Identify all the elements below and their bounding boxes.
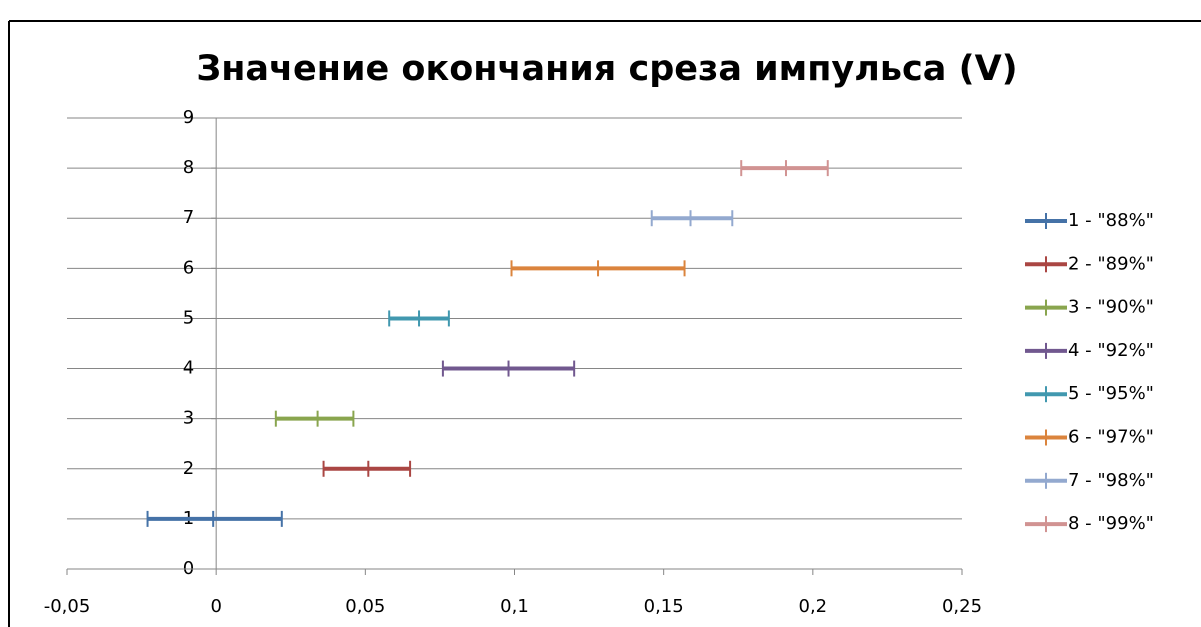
legend-label: 5 - "95%": [1068, 383, 1154, 404]
x-tick-label: 0,2: [799, 596, 828, 617]
chart-title: Значение окончания среза импульса (V): [196, 49, 1017, 89]
y-tick-label: 9: [183, 107, 194, 128]
legend-label: 2 - "89%": [1068, 253, 1154, 274]
x-tick-label: 0,15: [644, 596, 684, 617]
legend-label: 3 - "90%": [1068, 297, 1154, 318]
legend-label: 6 - "97%": [1068, 427, 1154, 448]
x-tick-label: 0,05: [345, 596, 385, 617]
y-tick-label: 8: [183, 157, 194, 178]
y-tick-label: 6: [183, 257, 194, 278]
y-tick-label: 3: [183, 408, 194, 429]
x-tick-label: 0,25: [942, 596, 982, 617]
y-tick-label: 4: [183, 358, 194, 379]
y-tick-label: 5: [183, 307, 194, 328]
x-tick-label: 0,1: [500, 596, 529, 617]
legend-label: 1 - "88%": [1068, 210, 1154, 231]
legend-label: 7 - "98%": [1068, 470, 1154, 491]
x-tick-label: -0,05: [44, 596, 91, 617]
x-tick-label: 0: [210, 596, 221, 617]
legend-label: 4 - "92%": [1068, 340, 1154, 361]
legend-label: 8 - "99%": [1068, 513, 1154, 534]
y-tick-label: 7: [183, 207, 194, 228]
y-tick-label: 2: [183, 458, 194, 479]
